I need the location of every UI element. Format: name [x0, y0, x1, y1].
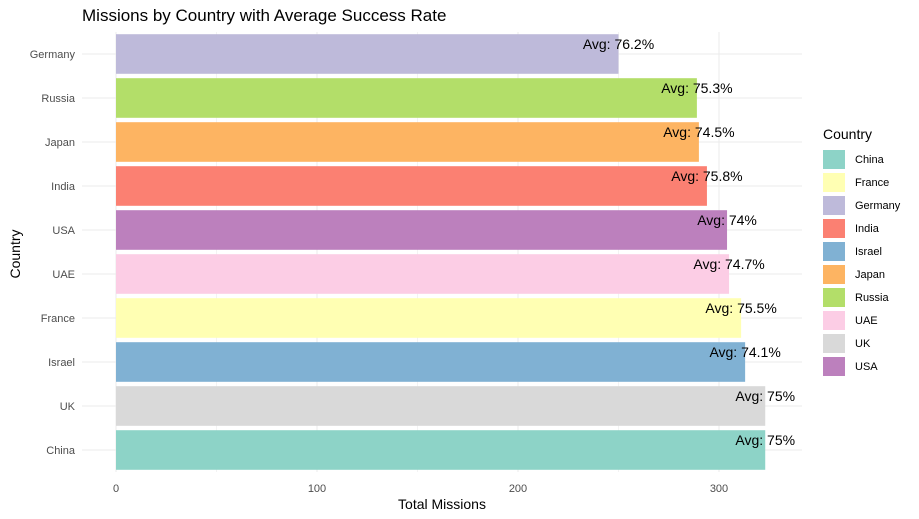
- bar-india: [116, 166, 707, 206]
- x-axis-title: Total Missions: [398, 496, 486, 512]
- bar-usa: [116, 210, 728, 250]
- legend-label: Israel: [855, 245, 882, 258]
- y-tick-label: Israel: [48, 357, 75, 369]
- y-axis-title: Country: [7, 229, 23, 278]
- legend-item-israel: Israel: [823, 240, 900, 263]
- legend-key: [823, 288, 845, 307]
- legend-label: Russia: [855, 291, 889, 304]
- legend-item-india: India: [823, 217, 900, 240]
- legend: Country China France Germany India Israel Jap…: [823, 126, 900, 378]
- data-label-uk: Avg: 75%: [735, 388, 795, 404]
- bar-uae: [116, 254, 730, 294]
- legend-key: [823, 311, 845, 330]
- legend-key: [823, 219, 845, 238]
- bars: [116, 34, 766, 470]
- y-tick-label: UK: [60, 401, 76, 413]
- y-tick-label: France: [41, 313, 75, 325]
- bar-uk: [116, 386, 766, 426]
- x-tick-label: 300: [710, 483, 728, 495]
- legend-label: UAE: [855, 314, 878, 327]
- bar-japan: [116, 122, 699, 162]
- y-tick-label: UAE: [52, 269, 75, 281]
- bar-china: [116, 430, 766, 470]
- legend-items: China France Germany India Israel Japan Russia…: [823, 148, 900, 378]
- legend-key: [823, 150, 845, 169]
- data-label-usa: Avg: 74%: [697, 212, 757, 228]
- x-tick-label: 0: [113, 483, 119, 495]
- data-label-china: Avg: 75%: [735, 432, 795, 448]
- y-tick-label: USA: [52, 225, 75, 237]
- legend-key: [823, 173, 845, 192]
- legend-item-china: China: [823, 148, 900, 171]
- legend-item-germany: Germany: [823, 194, 900, 217]
- legend-key: [823, 196, 845, 215]
- bar-france: [116, 298, 742, 338]
- tick-labels: Germany Russia Japan India USA UAE France Israe…: [30, 49, 728, 495]
- legend-label: China: [855, 153, 884, 166]
- data-label-russia: Avg: 75.3%: [661, 80, 732, 96]
- data-label-india: Avg: 75.8%: [671, 168, 742, 184]
- legend-item-russia: Russia: [823, 286, 900, 309]
- bar-germany: [116, 34, 619, 74]
- chart-title: Missions by Country with Average Success…: [82, 6, 447, 25]
- x-tick-label: 100: [308, 483, 326, 495]
- x-tick-label: 200: [509, 483, 527, 495]
- data-label-japan: Avg: 74.5%: [663, 124, 734, 140]
- legend-item-uae: UAE: [823, 309, 900, 332]
- legend-item-usa: USA: [823, 355, 900, 378]
- bar-israel: [116, 342, 746, 382]
- legend-label: USA: [855, 360, 878, 373]
- legend-label: Japan: [855, 268, 885, 281]
- legend-item-uk: UK: [823, 332, 900, 355]
- legend-title: Country: [823, 126, 873, 142]
- legend-key: [823, 242, 845, 261]
- y-tick-label: Japan: [45, 137, 75, 149]
- data-label-germany: Avg: 76.2%: [583, 36, 654, 52]
- y-tick-label: Germany: [30, 49, 76, 61]
- bar-russia: [116, 78, 697, 118]
- legend-key: [823, 334, 845, 353]
- y-tick-label: Russia: [41, 93, 76, 105]
- data-label-france: Avg: 75.5%: [705, 300, 776, 316]
- legend-item-japan: Japan: [823, 263, 900, 286]
- legend-label: France: [855, 176, 890, 189]
- data-label-israel: Avg: 74.1%: [709, 344, 780, 360]
- legend-item-france: France: [823, 171, 900, 194]
- legend-key: [823, 265, 845, 284]
- y-tick-label: China: [46, 445, 76, 457]
- data-labels: Avg: 76.2% Avg: 75.3% Avg: 74.5% Avg: 75.8%…: [583, 36, 795, 448]
- data-label-uae: Avg: 74.7%: [693, 256, 764, 272]
- y-tick-label: India: [51, 181, 76, 193]
- legend-label: UK: [855, 337, 871, 350]
- legend-key: [823, 357, 845, 376]
- legend-label: India: [855, 222, 879, 235]
- legend-label: Germany: [855, 199, 901, 212]
